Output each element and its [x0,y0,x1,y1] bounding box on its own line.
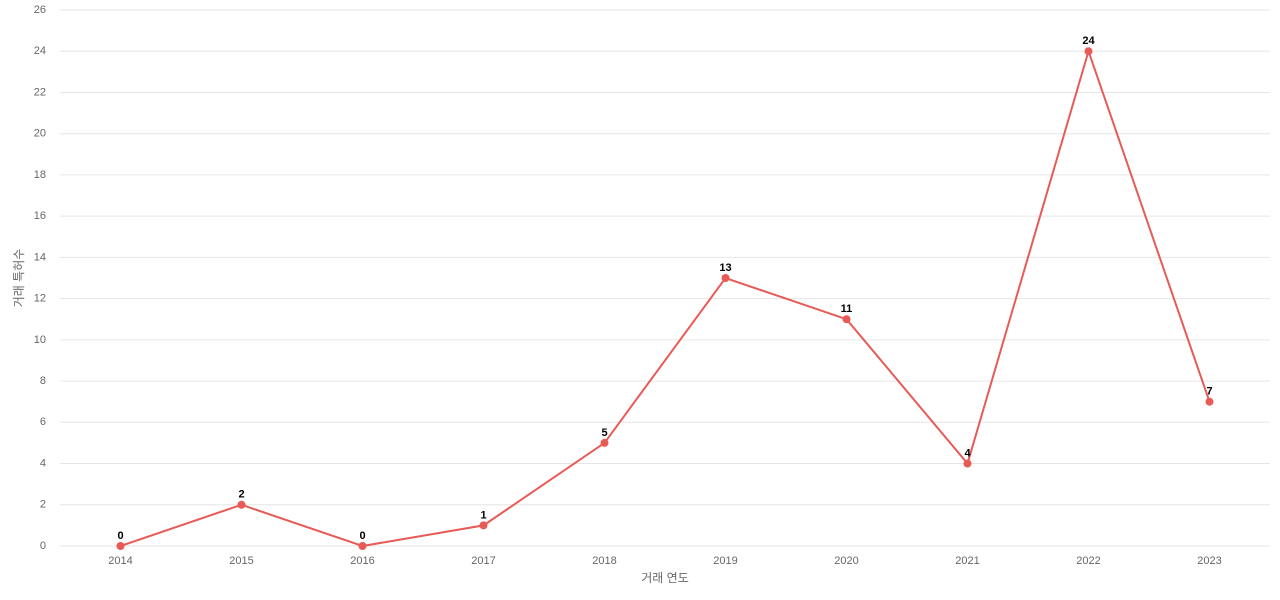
x-axis-label: 거래 연도 [641,571,689,585]
x-tick-label: 2019 [713,555,737,567]
value-label: 5 [601,427,607,439]
value-label: 4 [964,447,971,459]
x-tick-label: 2017 [471,555,495,567]
y-tick-label: 12 [34,293,46,305]
point [1205,397,1214,406]
point [842,315,851,324]
y-tick-label: 22 [34,86,46,98]
point [237,500,246,509]
y-tick-label: 2 [40,499,46,511]
value-label: 0 [117,530,123,542]
x-tick-label: 2022 [1076,555,1100,567]
point [963,459,972,468]
y-tick-label: 10 [34,334,46,346]
line [120,47,1211,548]
y-tick-label: 4 [40,457,46,469]
x-tick-label: 2018 [592,555,616,567]
y-tick-label: 0 [40,540,46,552]
y-tick-label: 24 [34,45,46,57]
value-label: 11 [841,303,853,315]
point [479,521,488,530]
y-axis-label: 거래 특허수 [12,249,26,308]
y-tick-label: 6 [40,416,46,428]
y-tick-label: 26 [34,4,46,16]
y-tick-label: 16 [34,210,46,222]
value-label: 13 [719,262,731,274]
x-tick-label: 2016 [350,555,374,567]
value-label: 0 [359,530,365,542]
x-tick-label: 2020 [834,555,858,567]
y-tick-label: 14 [34,251,46,263]
point [116,542,125,550]
x-tick-label: 2015 [229,555,253,567]
y-tick-label: 20 [34,128,46,140]
value-label: 2 [238,489,244,501]
value-label: 24 [1082,35,1095,47]
point [1084,47,1093,56]
y-tick-label: 18 [34,169,46,181]
x-tick-label: 2023 [1197,555,1221,567]
x-tick-label: 2014 [108,555,132,567]
point [721,274,730,282]
value-label: 1 [480,509,486,521]
point [358,542,367,550]
value-label: 7 [1206,386,1212,398]
y-tick-label: 8 [40,375,46,387]
x-tick-label: 2021 [955,555,979,567]
point [600,438,609,447]
